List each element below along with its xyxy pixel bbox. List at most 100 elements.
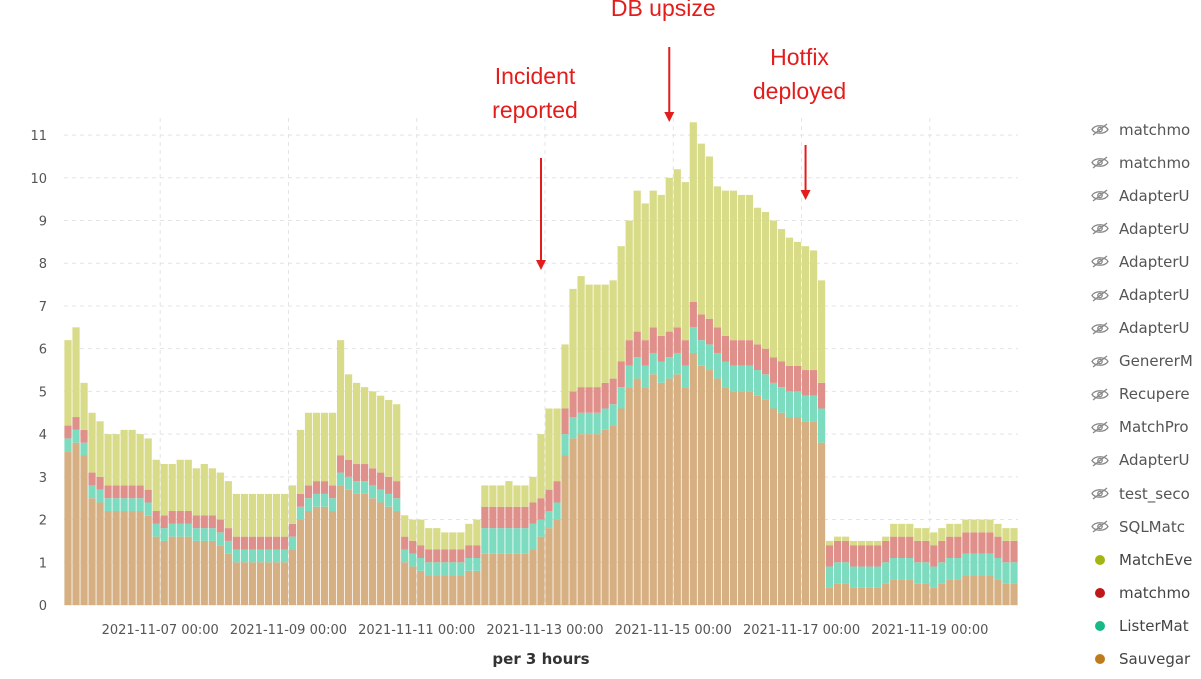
bar-segment	[962, 532, 970, 554]
bar-segment	[785, 391, 794, 418]
bar-segment	[489, 553, 497, 605]
bar-segment	[890, 536, 898, 559]
bar-segment	[978, 519, 986, 533]
legend-item[interactable]: AdapterU	[1090, 444, 1201, 477]
bar-segment	[441, 549, 449, 563]
bar-segment	[176, 459, 184, 512]
bar-segment	[777, 412, 786, 605]
legend-item[interactable]: matchmo	[1090, 146, 1201, 179]
bar-segment	[296, 429, 305, 494]
bar-segment	[537, 519, 545, 537]
series-color-dot	[1090, 652, 1110, 666]
series-color-dot	[1090, 586, 1110, 600]
legend-item[interactable]: matchmo	[1090, 113, 1201, 146]
bar-segment	[240, 536, 248, 550]
legend-label: AdapterU	[1119, 286, 1190, 305]
bar-segment	[713, 186, 721, 328]
bar-segment	[361, 481, 369, 494]
bar-segment	[641, 365, 649, 388]
bar-segment	[930, 532, 938, 546]
bar-segment	[128, 511, 136, 605]
bar-segment	[817, 382, 826, 409]
legend-item[interactable]: SQLMatc	[1090, 510, 1201, 543]
legend-item[interactable]: MatchPro	[1090, 411, 1201, 444]
legend-item[interactable]: AdapterU	[1090, 179, 1201, 212]
bar-segment	[393, 404, 401, 482]
bar-segment	[561, 455, 569, 605]
bar-segment	[96, 421, 104, 477]
bar-segment	[353, 382, 361, 465]
bar-segment	[890, 523, 898, 537]
y-tick-label: 6	[39, 343, 47, 358]
legend-item[interactable]: AdapterU	[1090, 312, 1201, 345]
bar-segment	[657, 335, 665, 362]
legend-item[interactable]: matchmo	[1090, 576, 1201, 609]
bar-segment	[409, 553, 417, 567]
bar-segment	[793, 365, 802, 392]
bar-segment	[353, 493, 361, 605]
bar-segment	[128, 485, 136, 499]
bar-segment	[569, 417, 577, 439]
legend-item[interactable]: AdapterU	[1090, 245, 1201, 278]
bar-segment	[617, 387, 625, 409]
bar-segment	[673, 374, 681, 605]
legend-item[interactable]: AdapterU	[1090, 212, 1201, 245]
legend-label: Sauvegar	[1119, 650, 1191, 669]
bar-segment	[529, 476, 537, 503]
x-tick-label: 2021-11-19 00:00	[871, 623, 988, 638]
bar-segment	[593, 387, 601, 413]
bar-segment	[537, 434, 545, 499]
legend-item[interactable]: Sauvegar	[1090, 643, 1201, 676]
bar-segment	[280, 562, 289, 605]
bar-segment	[529, 502, 537, 524]
legend-label: SQLMatc	[1119, 517, 1185, 536]
bar-segment	[842, 583, 850, 605]
bar-segment	[729, 340, 738, 366]
bar-segment	[120, 429, 128, 486]
bar-segment	[882, 583, 890, 605]
bar-segment	[721, 387, 729, 605]
bar-segment	[401, 562, 409, 605]
legend-item[interactable]: test_seco	[1090, 477, 1201, 510]
bar-segment	[433, 562, 441, 576]
legend-item[interactable]: ListerMat	[1090, 609, 1201, 642]
bar-segment	[88, 412, 96, 473]
bar-segment	[625, 220, 633, 341]
bar-segment	[585, 387, 593, 413]
bar-segment	[633, 357, 641, 379]
annotation-text: deployed	[753, 78, 846, 104]
bar-segment	[938, 562, 946, 584]
bar-segment	[385, 476, 393, 494]
bar-segment	[136, 511, 144, 605]
bar-segment	[505, 481, 513, 507]
eye-closed-icon	[1090, 156, 1110, 170]
bar-segment	[962, 553, 970, 576]
bar-segment	[224, 553, 232, 605]
bar-segment	[320, 493, 329, 507]
bar-segment	[697, 340, 705, 366]
legend-item[interactable]: Recupere	[1090, 378, 1201, 411]
bar-segment	[946, 558, 954, 580]
bar-segment	[409, 540, 417, 554]
bar-segment	[930, 587, 938, 605]
bar-segment	[834, 562, 842, 584]
bar-segment	[192, 528, 200, 541]
bar-segment	[874, 545, 882, 567]
bar-segment	[112, 434, 120, 486]
bar-segment	[809, 395, 818, 422]
bar-segment	[328, 485, 337, 499]
bar-segment	[1002, 562, 1010, 584]
bar-segment	[825, 545, 834, 567]
bar-segment	[713, 327, 721, 353]
bar-segment	[769, 220, 778, 358]
bar-segment	[601, 284, 609, 383]
legend-item[interactable]: AdapterU	[1090, 278, 1201, 311]
legend-item[interactable]: GenererM	[1090, 345, 1201, 378]
bar-segment	[128, 498, 136, 512]
bar-segment	[689, 327, 697, 353]
bar-segment	[192, 468, 200, 516]
bar-segment	[593, 284, 601, 388]
legend-item[interactable]: MatchEve	[1090, 543, 1201, 576]
y-tick-label: 4	[39, 428, 47, 443]
bar-segment	[537, 498, 545, 520]
